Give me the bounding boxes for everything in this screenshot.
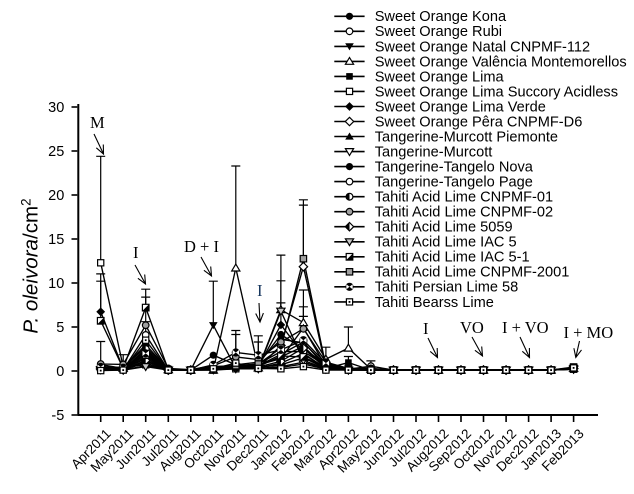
svg-text:Tangerine-Murcott: Tangerine-Murcott <box>375 145 493 161</box>
svg-text:D + I: D + I <box>184 237 219 256</box>
svg-text:I: I <box>423 319 429 338</box>
svg-text:Tahiti Bearss Lime: Tahiti Bearss Lime <box>375 295 494 311</box>
svg-text:Tangerine-Murcott Piemonte: Tangerine-Murcott Piemonte <box>375 129 558 145</box>
svg-text:Tahiti Acid Lime CNPMF-2001: Tahiti Acid Lime CNPMF-2001 <box>375 265 570 281</box>
svg-text:Tangerine-Tangelo Page: Tangerine-Tangelo Page <box>375 175 533 191</box>
svg-text:15: 15 <box>48 232 64 248</box>
svg-text:Sweet Orange Lima Verde: Sweet Orange Lima Verde <box>375 99 546 115</box>
svg-text:Sweet Orange Lima Succory Acid: Sweet Orange Lima Succory Acidless <box>375 84 618 100</box>
svg-text:I: I <box>257 281 263 300</box>
svg-text:20: 20 <box>48 188 64 204</box>
svg-text:I: I <box>133 243 139 262</box>
svg-text:Tangerine-Tangelo Nova: Tangerine-Tangelo Nova <box>375 160 534 176</box>
svg-text:VO: VO <box>460 318 484 337</box>
svg-text:Sweet Orange Pêra CNPMF-D6: Sweet Orange Pêra CNPMF-D6 <box>375 114 583 130</box>
svg-text:I + VO: I + VO <box>502 318 549 337</box>
svg-text:25: 25 <box>48 144 64 160</box>
svg-text:M: M <box>90 113 105 132</box>
svg-text:Sweet Orange Kona: Sweet Orange Kona <box>375 9 507 25</box>
svg-text:-5: -5 <box>51 408 64 424</box>
svg-text:P. oleivora/cm2: P. oleivora/cm2 <box>19 198 43 333</box>
svg-text:Tahiti Acid Lime 5059: Tahiti Acid Lime 5059 <box>375 220 513 236</box>
svg-text:5: 5 <box>56 320 64 336</box>
svg-text:30: 30 <box>48 100 64 116</box>
svg-text:Sweet Orange Lima: Sweet Orange Lima <box>375 69 505 85</box>
svg-text:I + MO: I + MO <box>564 323 614 342</box>
svg-text:Tahiti Acid Lime CNPMF-02: Tahiti Acid Lime CNPMF-02 <box>375 205 553 221</box>
svg-text:Tahiti Acid Lime CNPMF-01: Tahiti Acid Lime CNPMF-01 <box>375 190 553 206</box>
svg-text:0: 0 <box>56 364 64 380</box>
svg-text:Tahiti Acid Lime IAC 5: Tahiti Acid Lime IAC 5 <box>375 235 517 251</box>
svg-text:Tahiti Acid Lime IAC 5-1: Tahiti Acid Lime IAC 5-1 <box>375 250 530 266</box>
svg-text:10: 10 <box>48 276 64 292</box>
svg-text:Sweet Orange Valência Montemor: Sweet Orange Valência Montemorellos <box>375 54 627 70</box>
svg-text:Sweet Orange Rubi: Sweet Orange Rubi <box>375 24 502 40</box>
svg-text:Sweet Orange Natal CNPMF-112: Sweet Orange Natal CNPMF-112 <box>375 39 590 55</box>
svg-text:Tahiti Persian Lime 58: Tahiti Persian Lime 58 <box>375 280 519 296</box>
